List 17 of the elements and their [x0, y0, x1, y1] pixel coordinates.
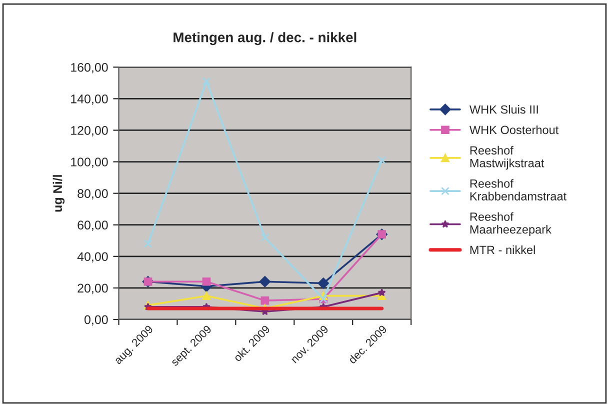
chart-title: Metingen aug. / dec. - nikkel: [174, 32, 356, 46]
y-tick-label: 80,00: [78, 189, 108, 200]
legend-label: MTR - nikkel: [470, 245, 535, 254]
legend-label: WHK Sluis III: [469, 105, 538, 114]
y-tick-label: 100,00: [71, 158, 108, 168]
y-tick-label: 160,00: [71, 62, 108, 74]
y-tick-label: 0,00: [84, 315, 108, 326]
y-axis-title: ug Ni/l: [52, 175, 65, 212]
y-tick-label: 40,00: [77, 252, 108, 263]
legend-label: Reeshof Krabbendamstraat: [470, 179, 566, 200]
y-tick-label: 60,00: [78, 220, 108, 231]
y-tick-label: 20,00: [78, 284, 108, 294]
y-tick-label: 140,00: [71, 94, 108, 105]
legend-label: Reeshof Maarheezepark: [470, 212, 552, 236]
legend-label: WHK Oosterhout: [469, 125, 559, 134]
legend-label: Reeshof Mastwijkstraat: [470, 146, 544, 170]
y-tick-label: 120,00: [71, 126, 108, 136]
